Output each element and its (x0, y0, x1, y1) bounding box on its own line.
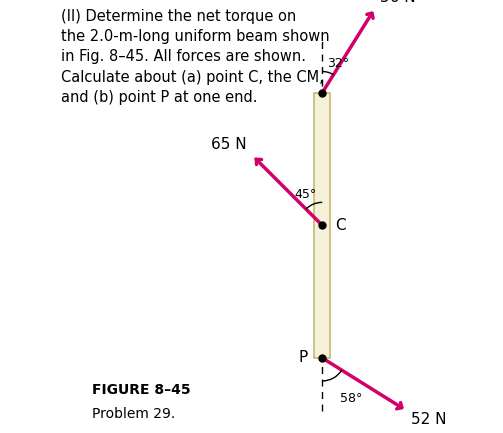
Text: 65 N: 65 N (211, 137, 247, 152)
Text: 52 N: 52 N (411, 412, 447, 427)
Text: (II) Determine the net torque on
the 2.0-m-long uniform beam shown
in Fig. 8–45.: (II) Determine the net torque on the 2.0… (61, 9, 329, 105)
Text: 32°: 32° (327, 57, 350, 70)
Text: C: C (336, 218, 346, 233)
Text: 45°: 45° (295, 187, 317, 200)
Point (318, 222, 326, 229)
Point (318, 89, 326, 96)
Text: FIGURE 8–45: FIGURE 8–45 (93, 383, 191, 397)
Text: 56 N: 56 N (380, 0, 415, 5)
Text: Problem 29.: Problem 29. (93, 407, 176, 421)
Text: P: P (298, 350, 307, 365)
Text: 58°: 58° (340, 391, 362, 404)
Bar (314, 93, 330, 358)
Point (318, 355, 326, 362)
